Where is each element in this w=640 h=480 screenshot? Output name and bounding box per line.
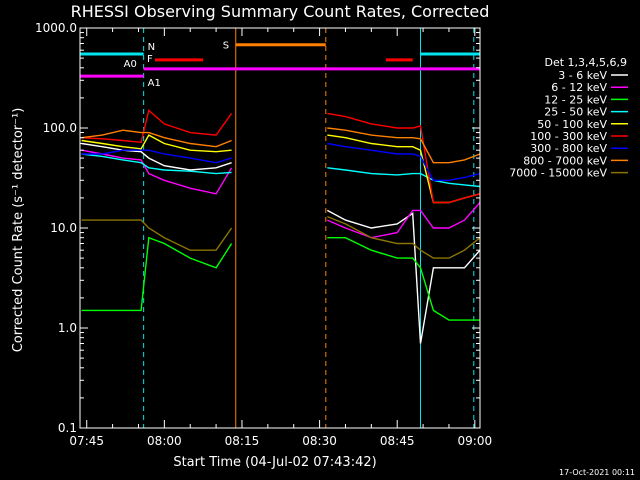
x-tick-label: 09:00 xyxy=(458,434,493,448)
legend-label: 25 - 50 keV xyxy=(544,106,607,119)
series-line xyxy=(327,236,480,321)
flare-flag-label: F xyxy=(147,54,153,65)
y-axis-label: Corrected Count Rate (s⁻¹ detector⁻¹) xyxy=(11,108,26,353)
series-line xyxy=(81,149,232,164)
series-line xyxy=(81,134,232,153)
series-line xyxy=(327,112,481,204)
legend-label: 300 - 800 keV xyxy=(530,142,607,155)
legend-label: 6 - 12 keV xyxy=(551,81,607,94)
series-line xyxy=(327,127,481,164)
series-line xyxy=(81,109,233,144)
series-line xyxy=(81,129,232,148)
series-line xyxy=(326,209,481,344)
attenuator-a0-label: A0 xyxy=(124,59,137,70)
series-line xyxy=(327,142,481,182)
chart-title: RHESSI Observing Summary Count Rates, Co… xyxy=(71,2,490,21)
y-tick-label: 1.0 xyxy=(58,321,77,335)
footer-date: 17-Oct-2021 00:11 xyxy=(559,468,635,477)
series-line xyxy=(81,142,232,171)
legend-label: 100 - 300 keV xyxy=(530,130,607,143)
y-tick-label: 100.0 xyxy=(43,121,77,135)
axis-ticks: 0.1 1.0 10.0 100.0 1000.0 07:45 08:00 08:15 08:3… xyxy=(35,21,492,448)
legend-label: 50 - 100 keV xyxy=(537,118,607,131)
y-tick-label: 10.0 xyxy=(50,221,77,235)
series-line xyxy=(81,149,233,195)
series-line xyxy=(327,167,481,188)
x-tick-label: 07:45 xyxy=(69,434,104,448)
plot-area: N S F A0 A1 xyxy=(79,28,481,428)
series-line xyxy=(81,236,233,312)
legend-label: 7000 - 15000 keV xyxy=(509,167,607,180)
attenuator-a1-label: A1 xyxy=(148,78,161,89)
legend-label: 800 - 7000 keV xyxy=(523,154,607,167)
plot-frame xyxy=(79,27,481,429)
y-tick-label: 1000.0 xyxy=(35,21,77,35)
night-flag-label: N xyxy=(148,42,155,53)
series-line xyxy=(81,219,233,251)
series-line xyxy=(81,153,232,175)
x-tick-label: 08:30 xyxy=(302,434,337,448)
x-tick-label: 08:15 xyxy=(225,434,260,448)
x-axis-label: Start Time (04-Jul-02 07:43:42) xyxy=(173,455,376,470)
legend-label: 3 - 6 keV xyxy=(558,69,607,82)
series-line xyxy=(327,215,481,259)
y-tick-label: 0.1 xyxy=(58,421,77,435)
series-line xyxy=(327,202,481,239)
x-tick-label: 08:00 xyxy=(147,434,182,448)
saa-flag-label: S xyxy=(223,41,229,52)
x-tick-label: 08:45 xyxy=(380,434,415,448)
legend-title: Det 1,3,4,5,6,9 xyxy=(544,56,627,69)
legend-label: 12 - 25 keV xyxy=(544,93,607,106)
